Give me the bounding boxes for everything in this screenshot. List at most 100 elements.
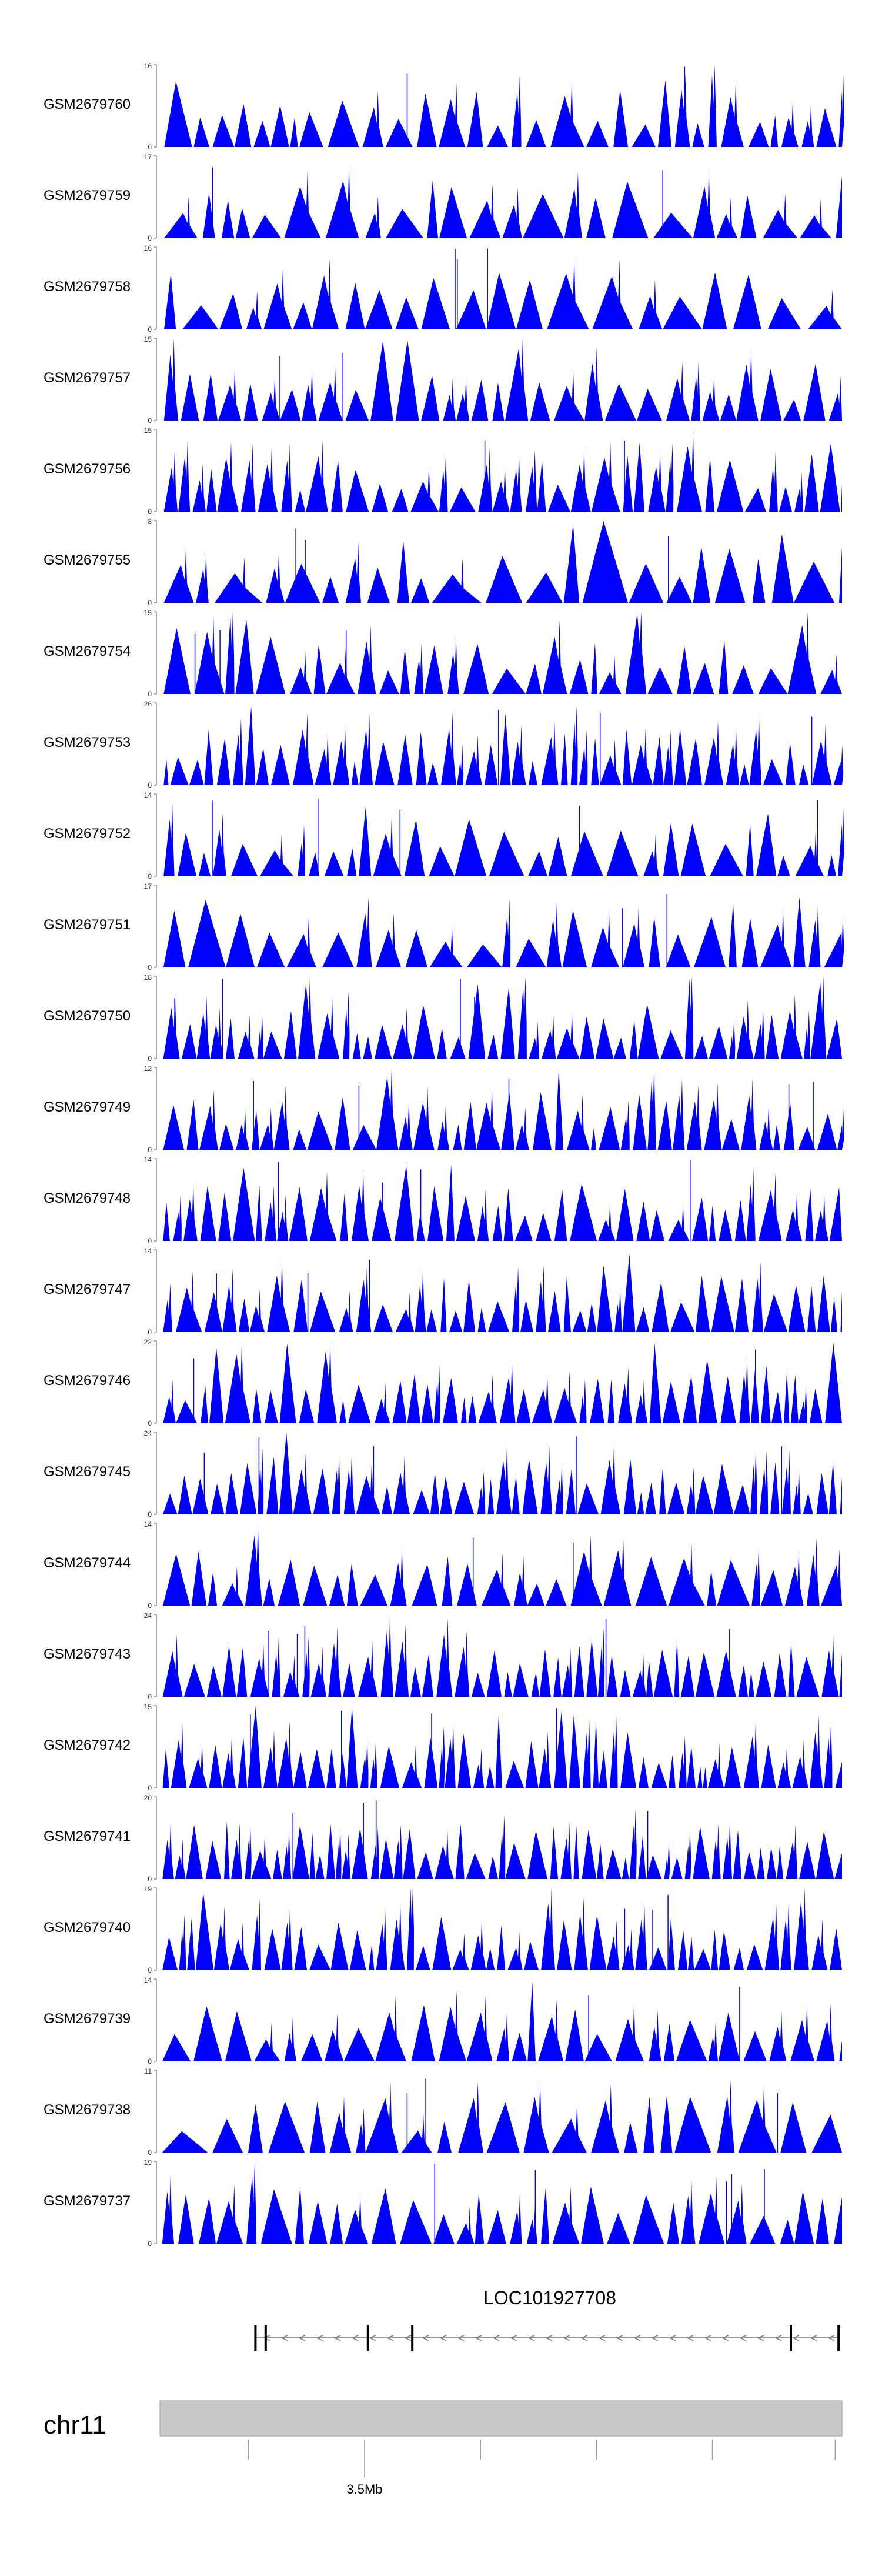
y-min-label: 0 [148,1693,152,1701]
coverage-area [160,1432,842,1514]
chromosome-label: chr11 [44,2411,106,2440]
y-max-label: 20 [144,1794,152,1802]
gene-exon [790,2325,792,2351]
y-max-label: 19 [144,2158,152,2167]
y-max-label: 15 [144,609,152,617]
coverage-area [160,2079,842,2153]
track-GSM2679737: GSM2679737 19 0 [44,2158,842,2248]
track-label: GSM2679749 [44,1099,131,1115]
coverage-area [160,976,842,1059]
coverage-area [160,65,844,147]
strand-arrow: < [282,2332,289,2345]
gene-exon [366,2325,369,2351]
ideogram-track: chr11 3.5Mb [44,2400,843,2497]
strand-arrow: < [370,2332,377,2345]
strand-arrow: < [811,2332,818,2345]
coverage-area [160,1164,842,1241]
track-label: GSM2679747 [44,1282,131,1297]
track-GSM2679751: GSM2679751 17 0 [44,882,844,972]
strand-arrow: < [740,2332,747,2345]
track-GSM2679758: GSM2679758 16 0 [44,244,842,333]
coverage-area [160,896,844,967]
y-max-label: 14 [144,1156,152,1164]
y-min-label: 0 [148,1784,152,1792]
axis-tick-label: 3.5Mb [346,2482,382,2497]
strand-arrow: < [529,2332,536,2345]
strand-arrow: < [387,2332,395,2345]
coverage-area [160,1254,842,1332]
y-min-label: 0 [148,781,152,789]
strand-arrow: < [670,2332,677,2345]
y-min-label: 0 [148,690,152,698]
y-max-label: 16 [144,62,152,70]
track-label: GSM2679750 [44,1008,131,1024]
coverage-tracks: GSM2679760160GSM2679759170GSM2679758160G… [44,62,844,2248]
track-GSM2679748: GSM2679748 14 0 [44,1156,842,1245]
track-label: GSM2679745 [44,1464,131,1480]
track-GSM2679742: GSM2679742 15 0 [44,1703,842,1792]
strand-arrow: < [652,2332,659,2345]
track-GSM2679757: GSM2679757 15 0 [44,335,842,425]
track-GSM2679755: GSM2679755 8 0 [44,518,842,607]
y-max-label: 19 [144,1885,152,1893]
coverage-area [160,1614,842,1697]
track-label: GSM2679754 [44,643,131,659]
track-GSM2679743: GSM2679743 24 0 [44,1611,842,1701]
track-GSM2679740: GSM2679740 19 0 [44,1885,842,1974]
y-max-label: 15 [144,335,152,343]
strand-arrow: < [264,2332,271,2345]
y-max-label: 17 [144,153,152,161]
y-min-label: 0 [148,1055,152,1063]
track-label: GSM2679741 [44,1828,131,1844]
strand-arrow: < [317,2332,324,2345]
y-max-label: 14 [144,1520,152,1529]
y-max-label: 24 [144,1611,152,1620]
strand-arrow: < [458,2332,465,2345]
strand-arrow: < [758,2332,765,2345]
coverage-area [160,429,842,512]
track-GSM2679754: GSM2679754 15 0 [44,609,842,698]
track-GSM2679744: GSM2679744 14 0 [44,1520,842,1610]
track-GSM2679753: GSM2679753 26 0 [44,700,844,789]
y-min-label: 0 [148,963,152,972]
strand-arrow: < [776,2332,783,2345]
coverage-area [160,1706,842,1788]
y-max-label: 26 [144,700,152,708]
strand-arrow: < [511,2332,518,2345]
track-label: GSM2679742 [44,1737,131,1753]
gene-label: LOC101927708 [483,2287,616,2308]
track-GSM2679747: GSM2679747 14 0 [44,1247,842,1336]
y-min-label: 0 [148,1328,152,1336]
track-GSM2679756: GSM2679756 15 0 [44,426,842,516]
y-min-label: 0 [148,872,152,880]
y-max-label: 12 [144,1065,152,1073]
y-min-label: 0 [148,508,152,516]
track-label: GSM2679746 [44,1373,131,1389]
strand-arrow: < [405,2332,412,2345]
gene-exon [411,2325,414,2351]
y-min-label: 0 [148,1146,152,1154]
track-label: GSM2679739 [44,2011,131,2027]
y-min-label: 0 [148,234,152,242]
coverage-area [160,1808,842,1879]
y-max-label: 8 [148,518,152,526]
strand-arrow: < [599,2332,606,2345]
y-min-label: 0 [148,2240,152,2248]
strand-arrow: < [582,2332,589,2345]
y-max-label: 18 [144,973,152,982]
y-min-label: 0 [148,1966,152,1974]
coverage-area [160,521,842,603]
track-label: GSM2679760 [44,96,131,112]
y-max-label: 15 [144,426,152,435]
track-label: GSM2679737 [44,2193,131,2209]
strand-arrow: < [299,2332,306,2345]
strand-arrow: < [828,2332,836,2345]
track-GSM2679745: GSM2679745 24 0 [44,1429,842,1519]
track-label: GSM2679757 [44,370,131,386]
strand-arrow: < [687,2332,694,2345]
strand-arrow: < [493,2332,500,2345]
coverage-area [160,1341,842,1423]
y-max-label: 15 [144,1703,152,1711]
coverage-area [160,802,844,876]
strand-arrow: < [617,2332,624,2345]
